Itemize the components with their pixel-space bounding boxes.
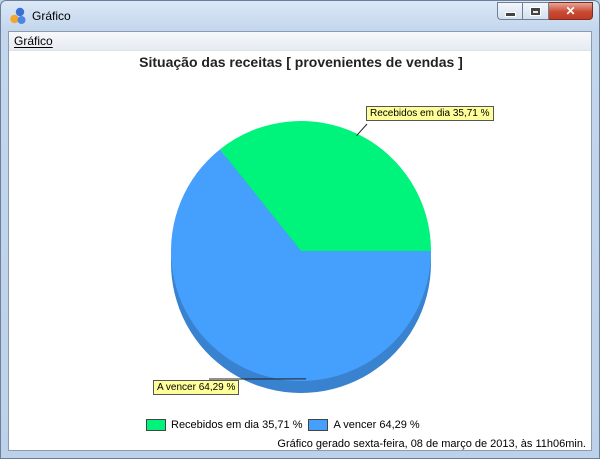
- menu-bar: Gráfico: [9, 32, 591, 51]
- maximize-button[interactable]: [523, 2, 549, 20]
- close-icon: ✕: [565, 4, 576, 18]
- legend-item-a-vencer: A vencer 64,29 %: [308, 419, 420, 431]
- pie-slice-1: [171, 149, 431, 381]
- chart-legend: Recebidos em dia 35,71 % A vencer 64,29 …: [146, 419, 426, 431]
- legend-swatch-recebidos: [146, 419, 166, 431]
- client-area: Gráfico Situação das receitas [ provenie…: [8, 31, 592, 451]
- minimize-icon: [504, 11, 516, 17]
- legend-label-a-vencer: A vencer 64,29 %: [333, 419, 420, 431]
- close-button[interactable]: ✕: [549, 2, 593, 20]
- pie-chart: [171, 121, 431, 393]
- window-title: Gráfico: [32, 9, 71, 23]
- leader-line-0: [356, 123, 368, 137]
- chart-title: Situação das receitas [ provenientes de …: [139, 54, 463, 70]
- generated-timestamp: Gráfico gerado sexta-feira, 08 de março …: [277, 438, 586, 450]
- legend-swatch-a-vencer: [308, 419, 329, 431]
- window-controls: ✕: [497, 2, 593, 21]
- callout-a-vencer: A vencer 64,29 %: [153, 380, 240, 395]
- menu-item-grafico[interactable]: Gráfico: [14, 34, 53, 48]
- legend-label-recebidos: Recebidos em dia 35,71 %: [171, 419, 303, 431]
- maximize-icon: [530, 6, 541, 16]
- app-icon: [10, 7, 26, 24]
- pie-slice-0: [219, 121, 431, 251]
- title-bar[interactable]: Gráfico ✕: [1, 1, 599, 31]
- legend-item-recebidos: Recebidos em dia 35,71 %: [146, 419, 302, 431]
- callout-recebidos: Recebidos em dia 35,71 %: [366, 106, 494, 121]
- minimize-button[interactable]: [497, 2, 523, 20]
